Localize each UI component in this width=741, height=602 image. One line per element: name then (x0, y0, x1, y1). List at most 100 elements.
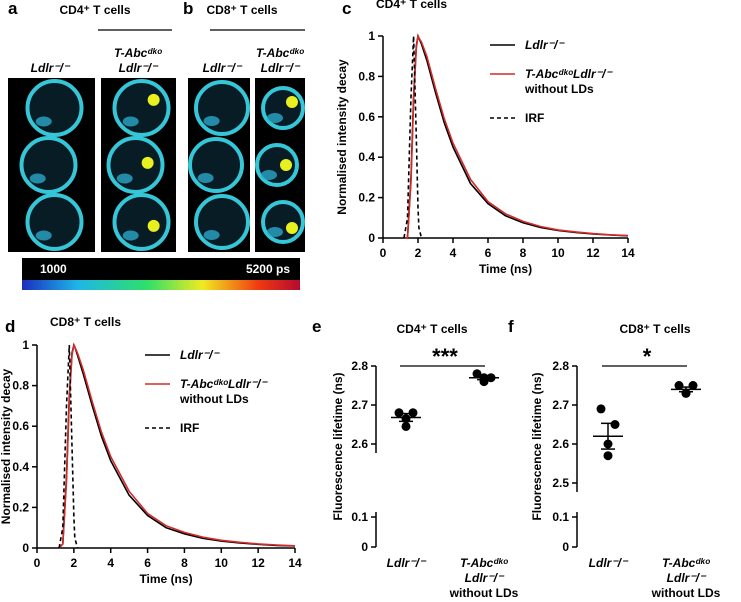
x-tick-label: 4 (107, 556, 114, 570)
y-axis-label: Normalised intensity decay (335, 59, 349, 215)
x-tick-label: 8 (520, 246, 527, 260)
panel-label: f (508, 317, 514, 336)
cell-patch (203, 116, 220, 126)
panel-title: CD8⁺ T cells (206, 3, 277, 17)
lipid-droplet (286, 96, 298, 108)
column-label: T-Abcᵈᵏᵒ Ldlr⁻/⁻ (114, 46, 163, 75)
x-axis-label: Time (ns) (479, 262, 532, 276)
x-tick-label: 10 (215, 556, 229, 570)
panel-title: CD4⁺ T cells (376, 0, 447, 11)
y-tick-label: 0 (22, 541, 29, 555)
cell-patch (197, 173, 214, 183)
y-tick-label: 0.2 (358, 191, 375, 205)
y-axis-label: Fluorescence lifetime (ns) (530, 372, 544, 520)
legend-label: T-AbcᵈᵏᵒLdlr⁻/⁻ without LDs (179, 377, 268, 406)
y-tick-label: 2.8 (552, 359, 569, 373)
x-tick-label: 10 (551, 246, 565, 260)
data-point (596, 404, 606, 414)
cell-patch (35, 116, 52, 127)
panel-title: CD4⁺ T cells (59, 3, 130, 17)
cell-patch (35, 230, 52, 241)
y-tick-label: 0.4 (12, 460, 29, 474)
cell (194, 80, 250, 136)
decay-line (58, 342, 296, 549)
mean-sem (593, 422, 623, 450)
y-tick-label: 0.1 (351, 510, 368, 524)
lipid-droplet (147, 93, 160, 106)
significance: *** (432, 344, 458, 369)
legend-label: T-AbcᵈᵏᵒLdlr⁻/⁻ without LDs (524, 67, 613, 96)
data-point (603, 451, 613, 461)
significance: * (643, 344, 652, 369)
y-tick-label: 0.4 (358, 150, 375, 164)
lipid-droplet (280, 159, 292, 171)
legend-label: Ldlr⁻/⁻ (180, 348, 220, 362)
y-tick-label: 0 (368, 231, 375, 245)
y-tick-label: 0.6 (12, 419, 29, 433)
panel-title: CD8⁺ T cells (50, 315, 121, 329)
column-label: Ldlr⁻/⁻ (31, 61, 71, 75)
data-point (610, 420, 620, 429)
x-tick-label: 8 (181, 556, 188, 570)
x-axis-label: Time (ns) (139, 572, 192, 586)
x-tick-label: Ldlr⁻/⁻ (387, 556, 427, 570)
panel-label: a (8, 0, 18, 18)
decay-line (58, 342, 296, 549)
cell (261, 86, 305, 130)
x-tick-label: 14 (621, 246, 635, 260)
cell (19, 136, 78, 194)
panel-label: b (183, 0, 193, 18)
y-tick-label: 2.7 (552, 398, 569, 412)
cell-patch (122, 230, 139, 241)
cell (25, 193, 84, 251)
data-point (401, 421, 411, 431)
y-tick-label: 0 (361, 540, 368, 554)
y-axis-label: Fluorescence lifetime (ns) (331, 372, 345, 520)
y-axis-label: Normalised intensity decay (0, 368, 13, 524)
x-tick-label: Ldlr⁻/⁻ (589, 556, 629, 570)
legend-label: IRF (180, 421, 199, 435)
cell-patch (29, 173, 46, 184)
cell-patch (122, 116, 139, 127)
cell (194, 194, 250, 250)
cell (261, 200, 305, 244)
mean-sem (391, 412, 421, 423)
cell-patch (267, 227, 283, 237)
colorbar-min: 1000 (40, 262, 67, 276)
cell (112, 79, 171, 137)
x-tick-label: 6 (485, 246, 492, 260)
decay-line (58, 344, 79, 549)
y-tick-label: 2.5 (552, 476, 569, 490)
colorbar (22, 280, 300, 290)
cell (188, 137, 244, 193)
lipid-droplet (147, 219, 160, 232)
y-tick-label: 2.6 (351, 437, 368, 451)
y-tick-label: 0.8 (12, 379, 29, 393)
colorbar-max: 5200 ps (246, 262, 290, 276)
legend-label: IRF (525, 111, 544, 125)
cell-patch (261, 170, 277, 180)
x-tick-label: 12 (586, 246, 600, 260)
column-label: Ldlr⁻/⁻ (203, 61, 243, 75)
y-tick-label: 2.6 (552, 437, 569, 451)
panel-label: e (312, 317, 321, 336)
panel-label: c (342, 0, 351, 18)
y-tick-label: 0.8 (358, 69, 375, 83)
x-tick-label: 0 (34, 556, 41, 570)
y-tick-label: 1 (368, 29, 375, 43)
cell (106, 136, 165, 194)
x-tick-label: 2 (71, 556, 78, 570)
lipid-droplet (286, 222, 298, 234)
mean-sem (469, 375, 499, 381)
decay-line (403, 35, 423, 239)
y-tick-label: 2.7 (351, 398, 368, 412)
panel-title: CD8⁺ T cells (619, 322, 690, 336)
cell (25, 79, 84, 137)
column-label: T-Abcᵈᵏᵒ Ldlr⁻/⁻ (256, 46, 305, 75)
mean-sem (671, 386, 701, 393)
cell-patch (267, 113, 283, 123)
x-tick-label: 2 (415, 246, 422, 260)
x-tick-label: 12 (251, 556, 265, 570)
lipid-droplet (141, 156, 154, 169)
